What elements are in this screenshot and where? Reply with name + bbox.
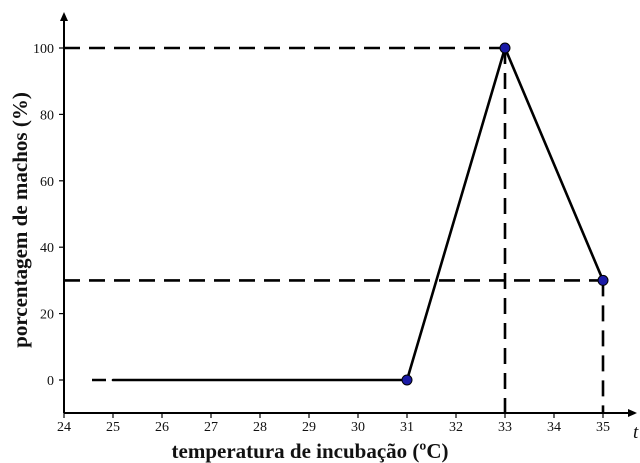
x-tick-label: 24 xyxy=(57,420,71,435)
y-tick-label: 40 xyxy=(40,241,54,256)
markers xyxy=(401,42,609,386)
x-tick-label: 27 xyxy=(204,420,218,435)
x-tick-label: 33 xyxy=(498,420,512,435)
y-tick-label: 0 xyxy=(47,374,54,389)
series-segment xyxy=(405,46,507,382)
series xyxy=(92,46,605,382)
x-tick-label: 29 xyxy=(302,420,316,435)
x-tick-label: 30 xyxy=(351,420,365,435)
data-point xyxy=(499,42,511,54)
x-tick-label: 35 xyxy=(596,420,610,435)
x-axis-title: temperatura de incubação (ºC) xyxy=(172,439,449,463)
x-tick-label: 28 xyxy=(253,420,267,435)
y-tick-label: 100 xyxy=(33,42,54,57)
y-axis-title: porcentagem de machos (%) xyxy=(8,92,32,348)
x-axis-end-label: t xyxy=(633,422,639,443)
y-tick-label: 80 xyxy=(40,108,54,123)
x-tick-label: 32 xyxy=(449,420,463,435)
reference-lines xyxy=(64,46,605,413)
x-tick-label: 26 xyxy=(155,420,169,435)
axes xyxy=(60,12,637,417)
y-tick-label: 20 xyxy=(40,308,54,323)
x-axis-arrow xyxy=(628,409,637,417)
data-point xyxy=(597,274,609,286)
x-tick-label: 31 xyxy=(400,420,414,435)
x-tick-label: 34 xyxy=(547,420,561,435)
ticks: 24 25 26 27 28 29 30 31 32 33 34 35 0 20 40 60 80 100 xyxy=(33,42,610,435)
x-tick-label: 25 xyxy=(106,420,120,435)
data-point xyxy=(401,374,413,386)
y-tick-label: 60 xyxy=(40,175,54,190)
y-axis-arrow xyxy=(60,12,68,21)
series-segment xyxy=(503,46,605,282)
